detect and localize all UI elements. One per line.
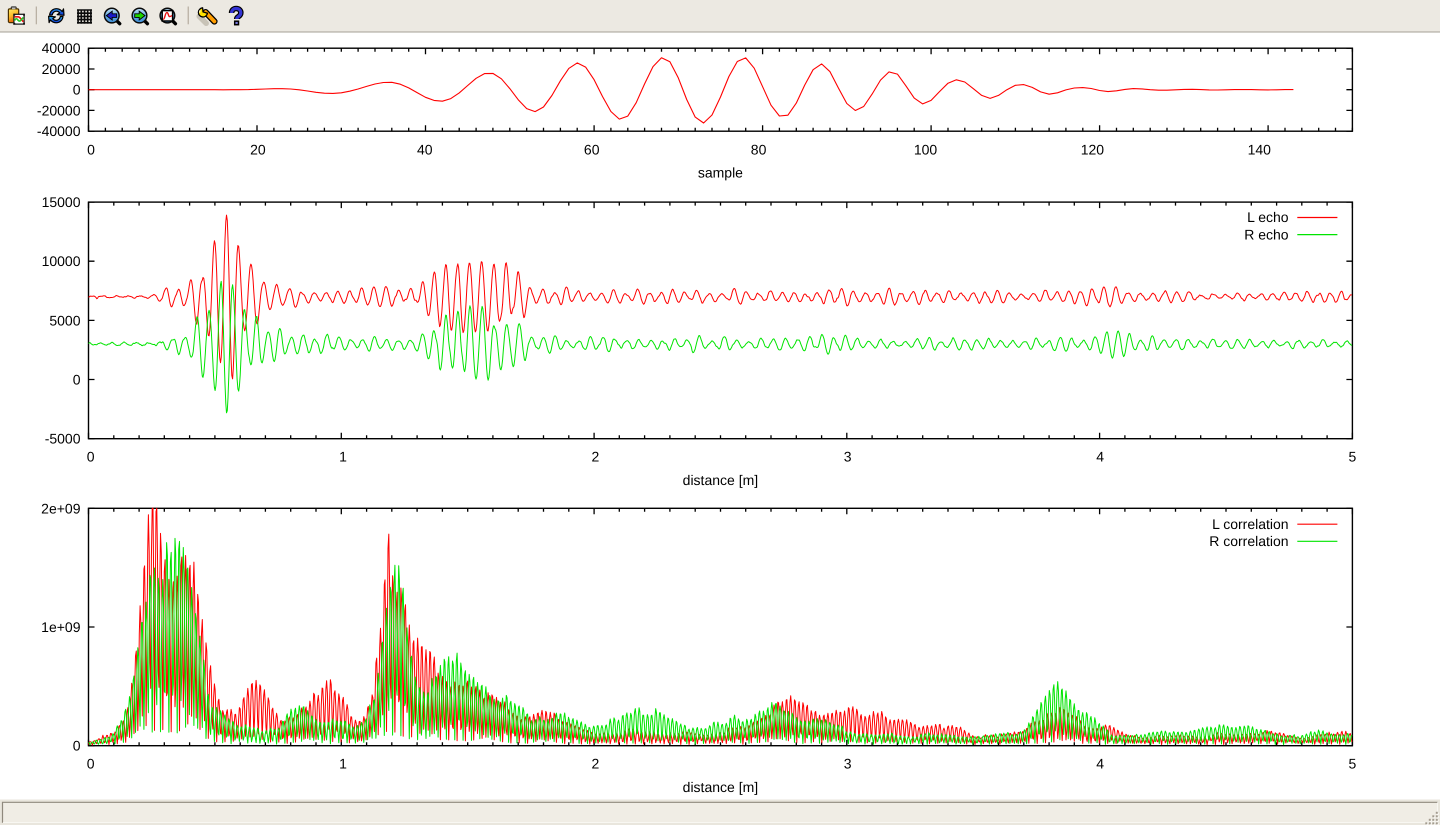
svg-text:4: 4	[1096, 755, 1104, 771]
svg-text:5: 5	[1349, 755, 1357, 771]
svg-text:2: 2	[592, 755, 600, 771]
svg-text:0: 0	[73, 372, 81, 388]
svg-text:0: 0	[73, 738, 81, 754]
svg-text:5: 5	[1349, 448, 1357, 464]
svg-text:R echo: R echo	[1244, 226, 1289, 242]
svg-text:5000: 5000	[49, 312, 80, 328]
svg-text:-20000: -20000	[37, 102, 81, 118]
svg-text:10000: 10000	[42, 253, 81, 269]
svg-text:4: 4	[1096, 448, 1104, 464]
svg-text:20: 20	[250, 141, 266, 157]
svg-text:3: 3	[844, 448, 852, 464]
svg-text:2: 2	[592, 448, 600, 464]
svg-text:80: 80	[751, 141, 767, 157]
svg-text:0: 0	[73, 82, 81, 98]
svg-text:40000: 40000	[42, 40, 81, 56]
svg-text:1: 1	[339, 755, 347, 771]
svg-text:L correlation: L correlation	[1212, 516, 1289, 532]
svg-text:distance [m]: distance [m]	[683, 472, 758, 488]
svg-text:R correlation: R correlation	[1209, 533, 1288, 549]
svg-text:15000: 15000	[42, 194, 81, 210]
svg-text:140: 140	[1248, 141, 1272, 157]
svg-text:60: 60	[584, 141, 600, 157]
svg-text:40: 40	[417, 141, 433, 157]
svg-text:1: 1	[339, 448, 347, 464]
svg-text:3: 3	[844, 755, 852, 771]
svg-text:120: 120	[1081, 141, 1105, 157]
svg-text:-5000: -5000	[45, 431, 81, 447]
svg-text:0: 0	[87, 755, 95, 771]
svg-text:20000: 20000	[42, 61, 81, 77]
svg-text:-40000: -40000	[37, 123, 81, 139]
svg-text:2e+09: 2e+09	[41, 500, 81, 516]
svg-text:0: 0	[87, 448, 95, 464]
svg-text:1e+09: 1e+09	[41, 619, 81, 635]
svg-text:100: 100	[914, 141, 938, 157]
svg-text:sample: sample	[698, 165, 743, 181]
svg-text:0: 0	[87, 141, 95, 157]
svg-text:L echo: L echo	[1247, 209, 1289, 225]
svg-text:distance [m]: distance [m]	[683, 779, 758, 795]
